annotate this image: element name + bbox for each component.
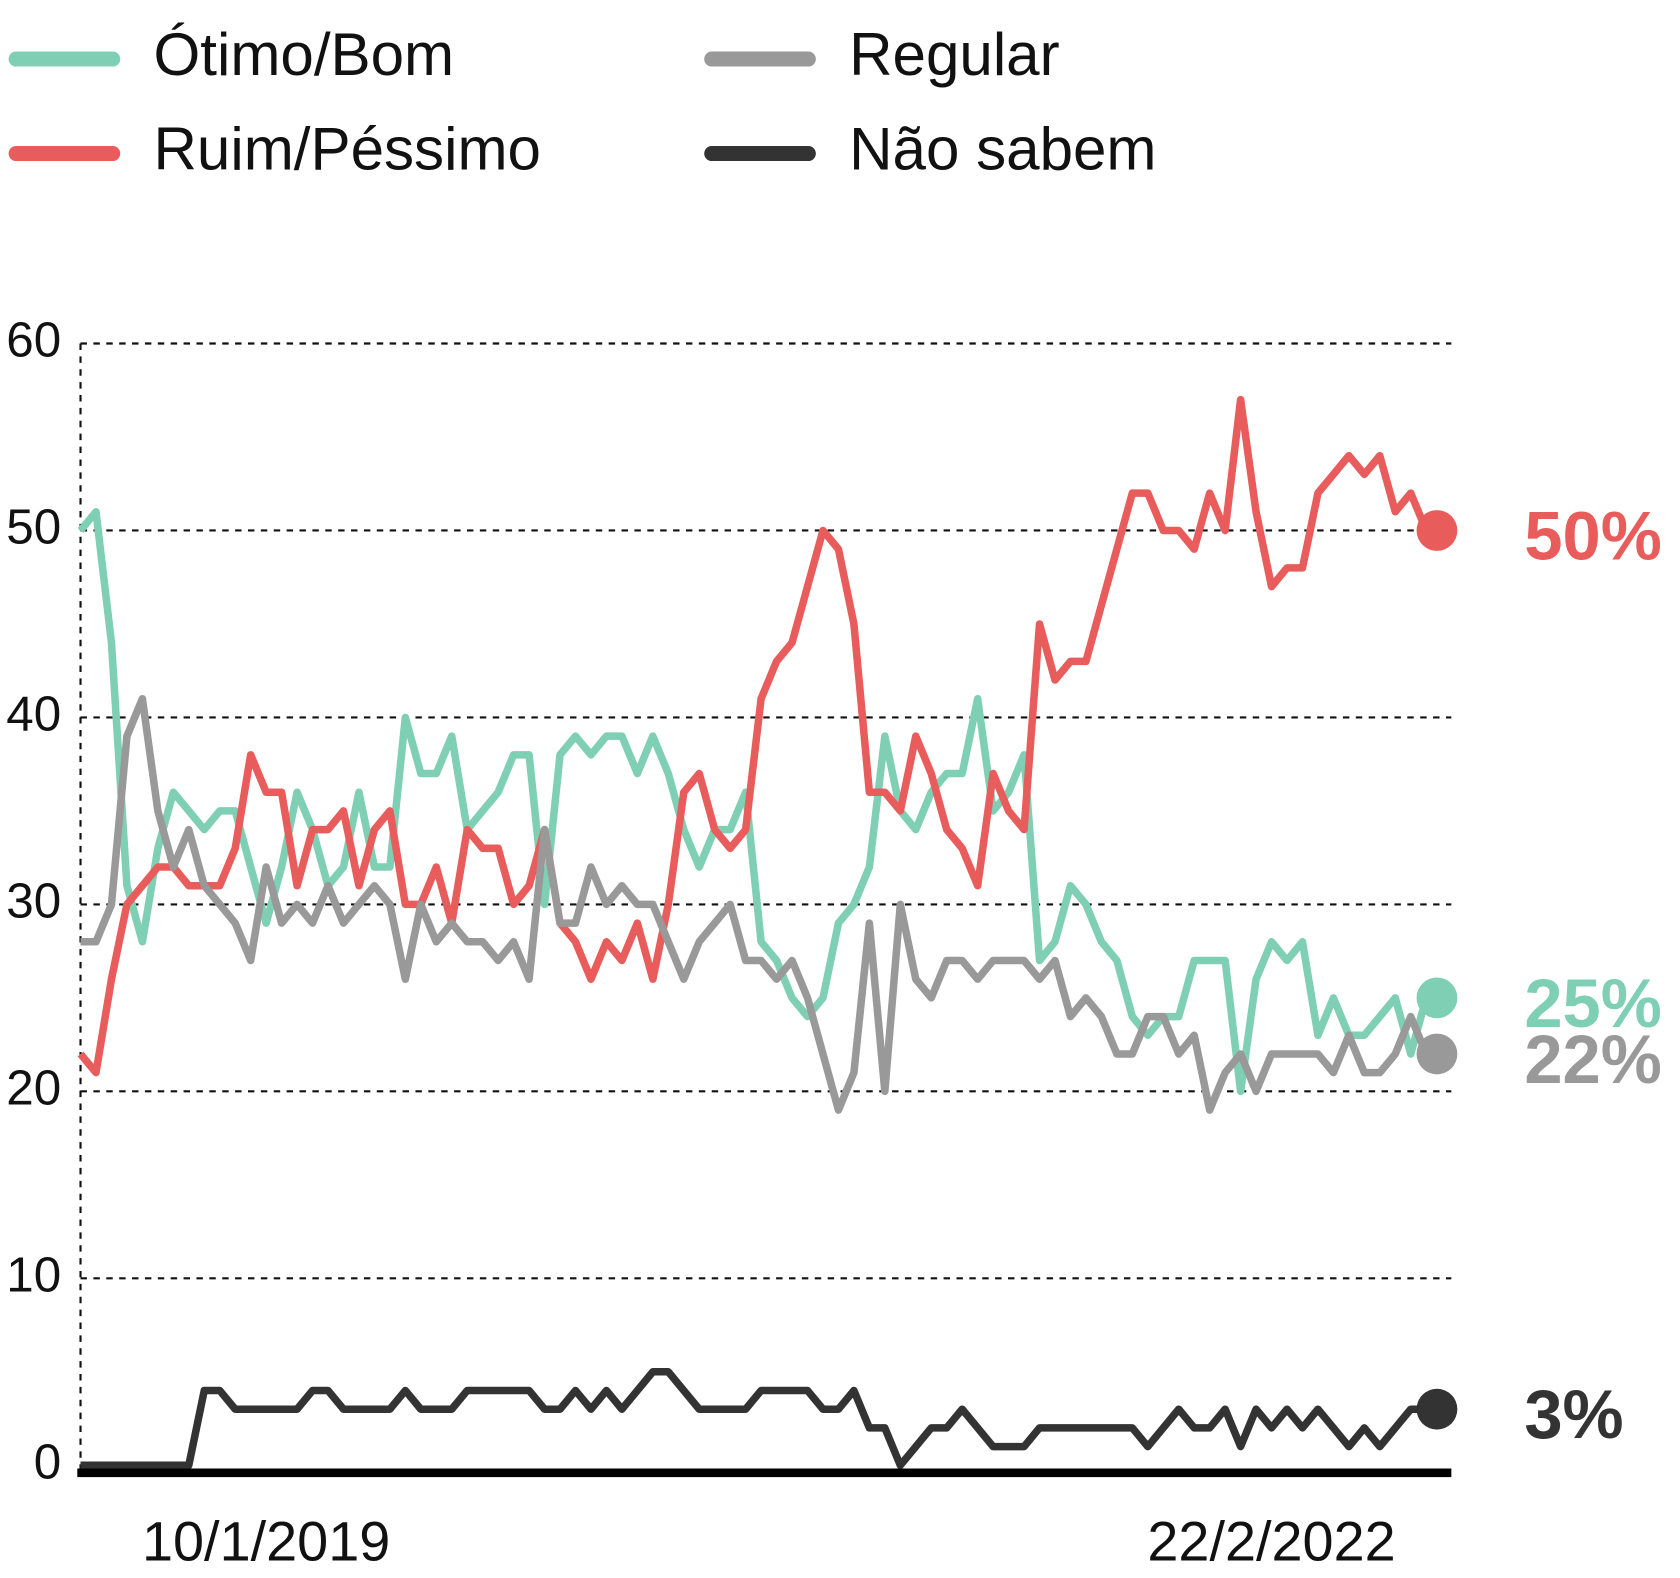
series-line	[77, 395, 1430, 1077]
labels: 0 10 20 30 40 50 60 10/1/2019 22/2/2022 25% 50% 22%…	[6, 313, 1662, 1573]
y-tick-label: 10	[6, 1247, 61, 1302]
x-tick-label: 10/1/2019	[142, 1510, 390, 1573]
end-label: 22%	[1524, 1021, 1661, 1098]
legend: Ótimo/Bom Ruim/Péssimo Regular Não sabem	[8, 21, 1157, 182]
y-tick-label: 40	[6, 686, 61, 741]
end-dot	[1416, 1033, 1458, 1075]
x-tick-label: 22/2/2022	[1147, 1510, 1395, 1573]
y-tick-label: 60	[6, 313, 61, 368]
legend-label: Regular	[849, 21, 1060, 88]
y-tick-label: 30	[6, 873, 61, 928]
series-line	[80, 694, 1430, 1114]
y-tick-label: 50	[6, 500, 61, 555]
legend-label: Ótimo/Bom	[154, 21, 455, 88]
legend-label: Não sabem	[849, 115, 1156, 182]
end-label: 25%	[1524, 965, 1661, 1042]
end-label: 50%	[1524, 497, 1661, 574]
end-dot	[1416, 977, 1458, 1019]
end-label: 3%	[1524, 1376, 1623, 1453]
y-tick-label: 20	[6, 1060, 61, 1115]
series-line	[80, 1368, 1427, 1470]
legend-label: Ruim/Péssimo	[154, 115, 541, 182]
y-tick-label: 0	[34, 1434, 61, 1489]
lines	[77, 395, 1430, 1470]
grid	[80, 342, 1452, 1280]
end-dot	[1416, 510, 1458, 551]
series-line	[77, 508, 1430, 1096]
end-dot	[1416, 1388, 1458, 1430]
